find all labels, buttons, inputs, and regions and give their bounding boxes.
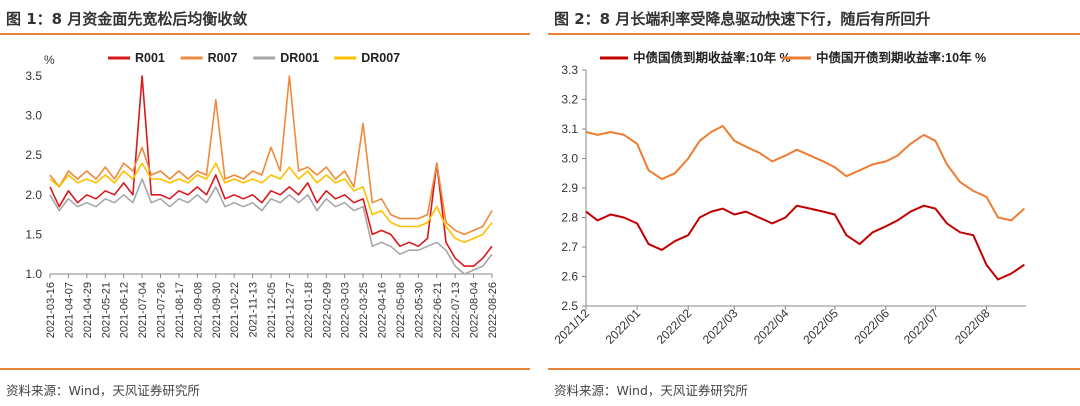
x-tick-label: 2021-11-13 [248,282,260,337]
x-tick-label: 2021-07-26 [156,282,168,338]
x-tick-label: 2022-08-26 [487,282,499,338]
y-tick-label: 2.5 [25,148,42,162]
y-tick-label: 2.5 [561,299,578,313]
y-unit-label: % [44,53,55,67]
x-tick-label: 2021-07-04 [137,282,149,338]
legend-label: R007 [208,51,238,65]
chart-panel-1: 图 1：8 月资金面先宽松后均衡收敛 % 1.0 1.5 2.0 2.5 3.0 3.5 20… [0,0,530,406]
x-tick-label: 2022-02-09 [321,282,333,338]
series-line-r007 [49,75,493,236]
chart-panel-2: 图 2：8 月长端利率受降息驱动快速下行，随后有所回升 2.5 2.6 2.7 2.8… [548,0,1080,406]
x-tick-label: 2022-06-21 [432,282,444,338]
x-tick-label: 2021-06-12 [119,282,131,338]
x-tick-label: 2022-03-03 [340,282,352,338]
y-tick-label: 3.3 [561,63,578,77]
x-tick-label: 2021-09-30 [211,282,223,338]
legend-label: DR007 [361,51,400,65]
x-tick-label: 2022/04 [751,306,792,347]
series-line-dr001 [49,178,493,275]
x-tick-label: 2022/03 [700,306,741,347]
x-tick-label: 2021-04-29 [82,282,94,338]
x-tick-label: 2022-07-13 [450,282,462,338]
x-tick-label: 2021-03-16 [45,282,57,338]
source-note: 资料来源：Wind，天风证券研究所 [554,383,748,398]
y-tick-label: 1.5 [25,227,42,241]
chart-title: 图 1：8 月资金面先宽松后均衡收敛 [6,10,248,28]
x-tick-label: 2022-01-18 [303,282,315,338]
series-line-dr007 [49,162,493,244]
x-tick-label: 2021-05-21 [100,282,112,338]
y-tick-label: 2.8 [561,211,578,225]
y-tick-label: 2.6 [561,270,578,284]
x-tick-label: 2021-08-17 [174,282,186,338]
x-tick-label: 2021-04-07 [63,282,75,338]
legend-label: R001 [135,51,165,65]
x-tick-label: 2022-05-30 [413,282,425,338]
legend-label: 中债国开债到期收益率:10年 % [816,50,986,65]
chart-title: 图 2：8 月长端利率受降息驱动快速下行，随后有所回升 [554,10,931,28]
series-line-10 [585,125,1026,222]
x-tick-label: 2021-12-27 [284,282,296,338]
x-tick-label: 2021-12-05 [266,282,278,338]
y-tick-label: 2.7 [561,240,578,254]
x-tick-label: 2022/06 [851,306,892,347]
x-tick-label: 2022/02 [654,306,695,347]
x-tick-label: 2021-09-08 [192,282,204,338]
x-tick-label: 2022-08-04 [469,282,481,338]
x-tick-label: 2022/07 [901,306,942,347]
y-tick-label: 3.2 [561,93,578,107]
y-tick-label: 3.0 [25,109,42,123]
legend-label: DR001 [280,51,319,65]
source-divider [548,368,1080,370]
x-tick-label: 2021-10-22 [229,282,241,338]
title-divider [0,33,530,35]
series-line-10 [585,204,1025,281]
y-tick-label: 2.9 [561,181,578,195]
x-tick-label: 2022/05 [800,306,841,347]
y-tick-label: 1.0 [25,267,42,281]
x-tick-label: 2022-05-08 [395,282,407,338]
source-divider [0,368,530,370]
legend-label: 中债国债到期收益率:10年 % [633,50,791,65]
source-note: 资料来源：Wind，天风证券研究所 [6,383,200,398]
x-tick-label: 2022-04-16 [377,282,389,338]
y-tick-label: 3.5 [25,69,42,83]
y-tick-label: 2.0 [25,188,42,202]
x-tick-label: 2022-03-25 [358,282,370,338]
x-tick-label: 2022/08 [952,306,993,347]
y-tick-label: 3.0 [561,152,578,166]
chart-1-svg: % 1.0 1.5 2.0 2.5 3.0 3.5 2021-03-16 2021-04-07 2… [25,51,499,338]
series-line-r001 [49,75,493,267]
title-divider [548,33,1080,35]
y-tick-label: 3.1 [561,122,578,136]
x-tick-label: 2022/01 [603,306,644,347]
